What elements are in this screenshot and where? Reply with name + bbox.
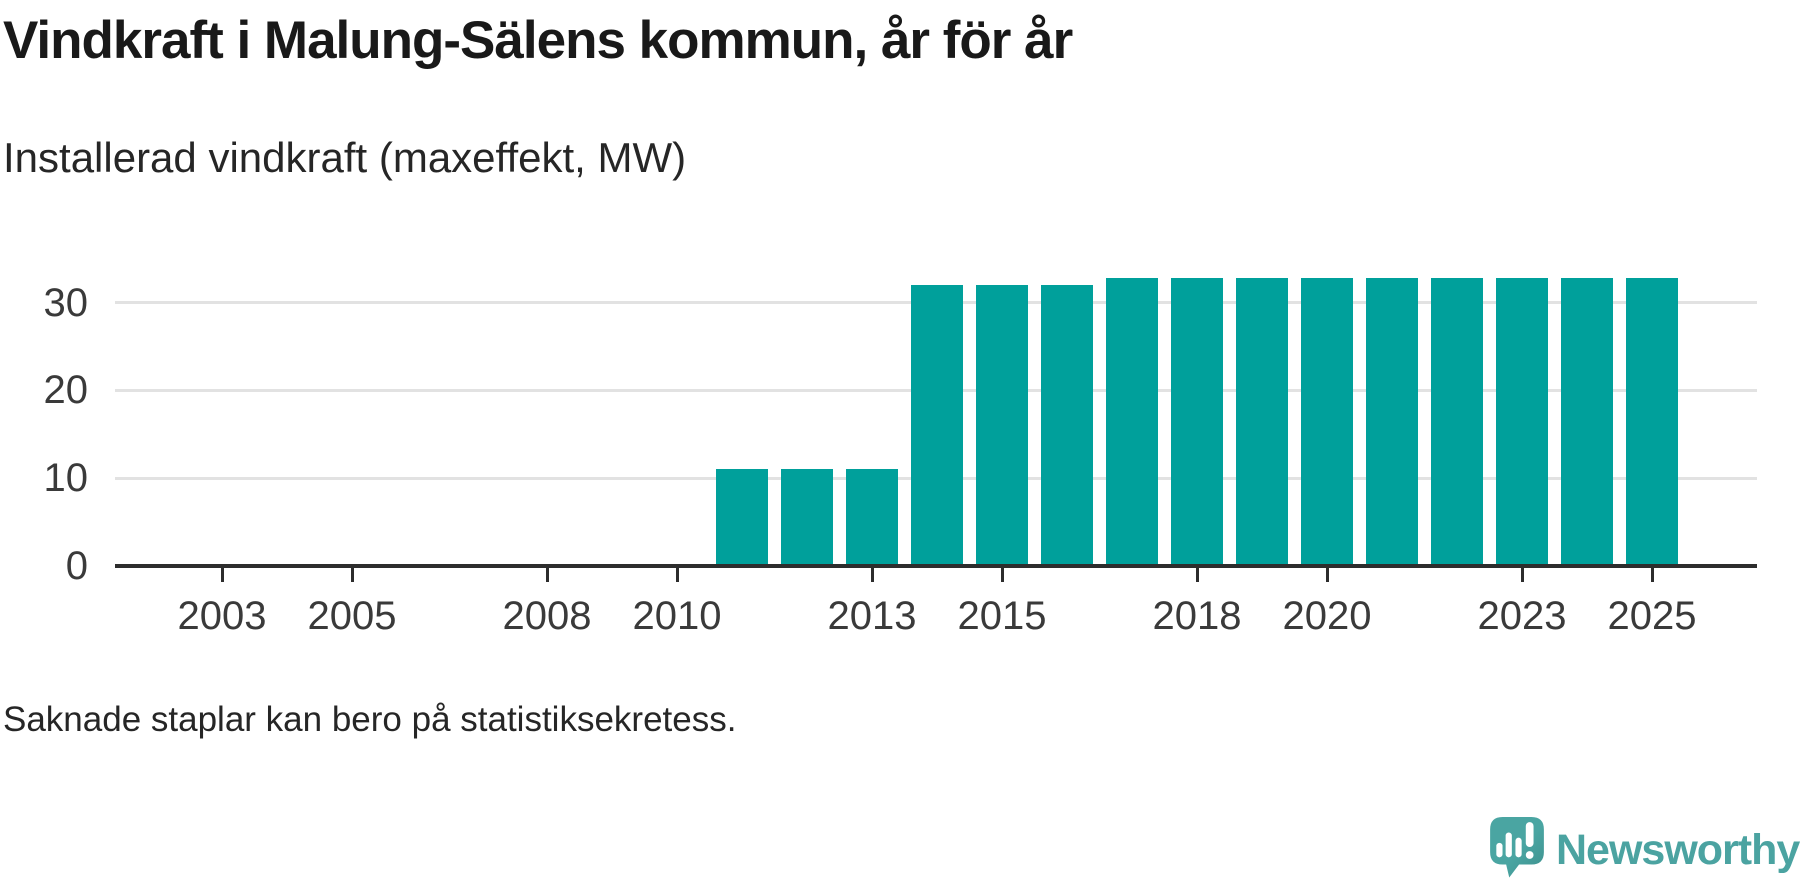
bar-2018 <box>1171 278 1223 566</box>
x-tick-label-2023: 2023 <box>1477 594 1567 638</box>
x-tick-2010 <box>675 567 679 582</box>
bar-2011 <box>716 469 768 566</box>
bar-2024 <box>1561 278 1613 566</box>
y-tick-label-20: 20 <box>43 368 89 413</box>
bar-2013 <box>846 469 898 566</box>
bar-2017 <box>1106 278 1158 566</box>
x-tick-2005 <box>350 567 354 582</box>
x-tick-label-2025: 2025 <box>1607 594 1697 638</box>
x-tick-2003 <box>220 567 224 582</box>
x-tick-label-2020: 2020 <box>1282 594 1372 638</box>
chart-title: Vindkraft i Malung-Sälens kommun, år för… <box>3 11 1073 70</box>
footnote: Saknade staplar kan bero på statistiksek… <box>3 700 737 739</box>
y-tick-label-30: 30 <box>43 280 89 325</box>
x-tick-2023 <box>1520 567 1524 582</box>
x-tick-label-2015: 2015 <box>957 594 1047 638</box>
x-tick-label-2003: 2003 <box>177 594 267 638</box>
x-tick-label-2005: 2005 <box>307 594 397 638</box>
bar-2019 <box>1236 278 1288 566</box>
x-tick-2025 <box>1650 567 1654 582</box>
y-tick-label-10: 10 <box>43 456 89 501</box>
x-tick-2018 <box>1195 567 1199 582</box>
bar-2016 <box>1041 285 1093 566</box>
bar-2021 <box>1366 278 1418 566</box>
x-tick-2015 <box>1000 567 1004 582</box>
x-tick-label-2010: 2010 <box>632 594 722 638</box>
x-tick-2013 <box>870 567 874 582</box>
x-tick-label-2008: 2008 <box>502 594 592 638</box>
chart-subtitle: Installerad vindkraft (maxeffekt, MW) <box>3 134 687 181</box>
bar-2015 <box>976 285 1028 566</box>
bar-2023 <box>1496 278 1548 566</box>
bar-2025 <box>1626 278 1678 566</box>
bar-2022 <box>1431 278 1483 566</box>
x-tick-label-2018: 2018 <box>1152 594 1242 638</box>
bar-2014 <box>911 285 963 566</box>
newsworthy-logo-icon <box>1490 817 1544 878</box>
y-tick-label-0: 0 <box>65 544 88 588</box>
bar-2020 <box>1301 278 1353 566</box>
x-tick-2020 <box>1325 567 1329 582</box>
x-tick-label-2013: 2013 <box>827 594 917 638</box>
bar-2012 <box>781 469 833 566</box>
x-axis-line <box>115 564 1757 568</box>
x-tick-2008 <box>545 567 549 582</box>
newsworthy-wordmark: Newsworthy <box>1556 826 1800 874</box>
